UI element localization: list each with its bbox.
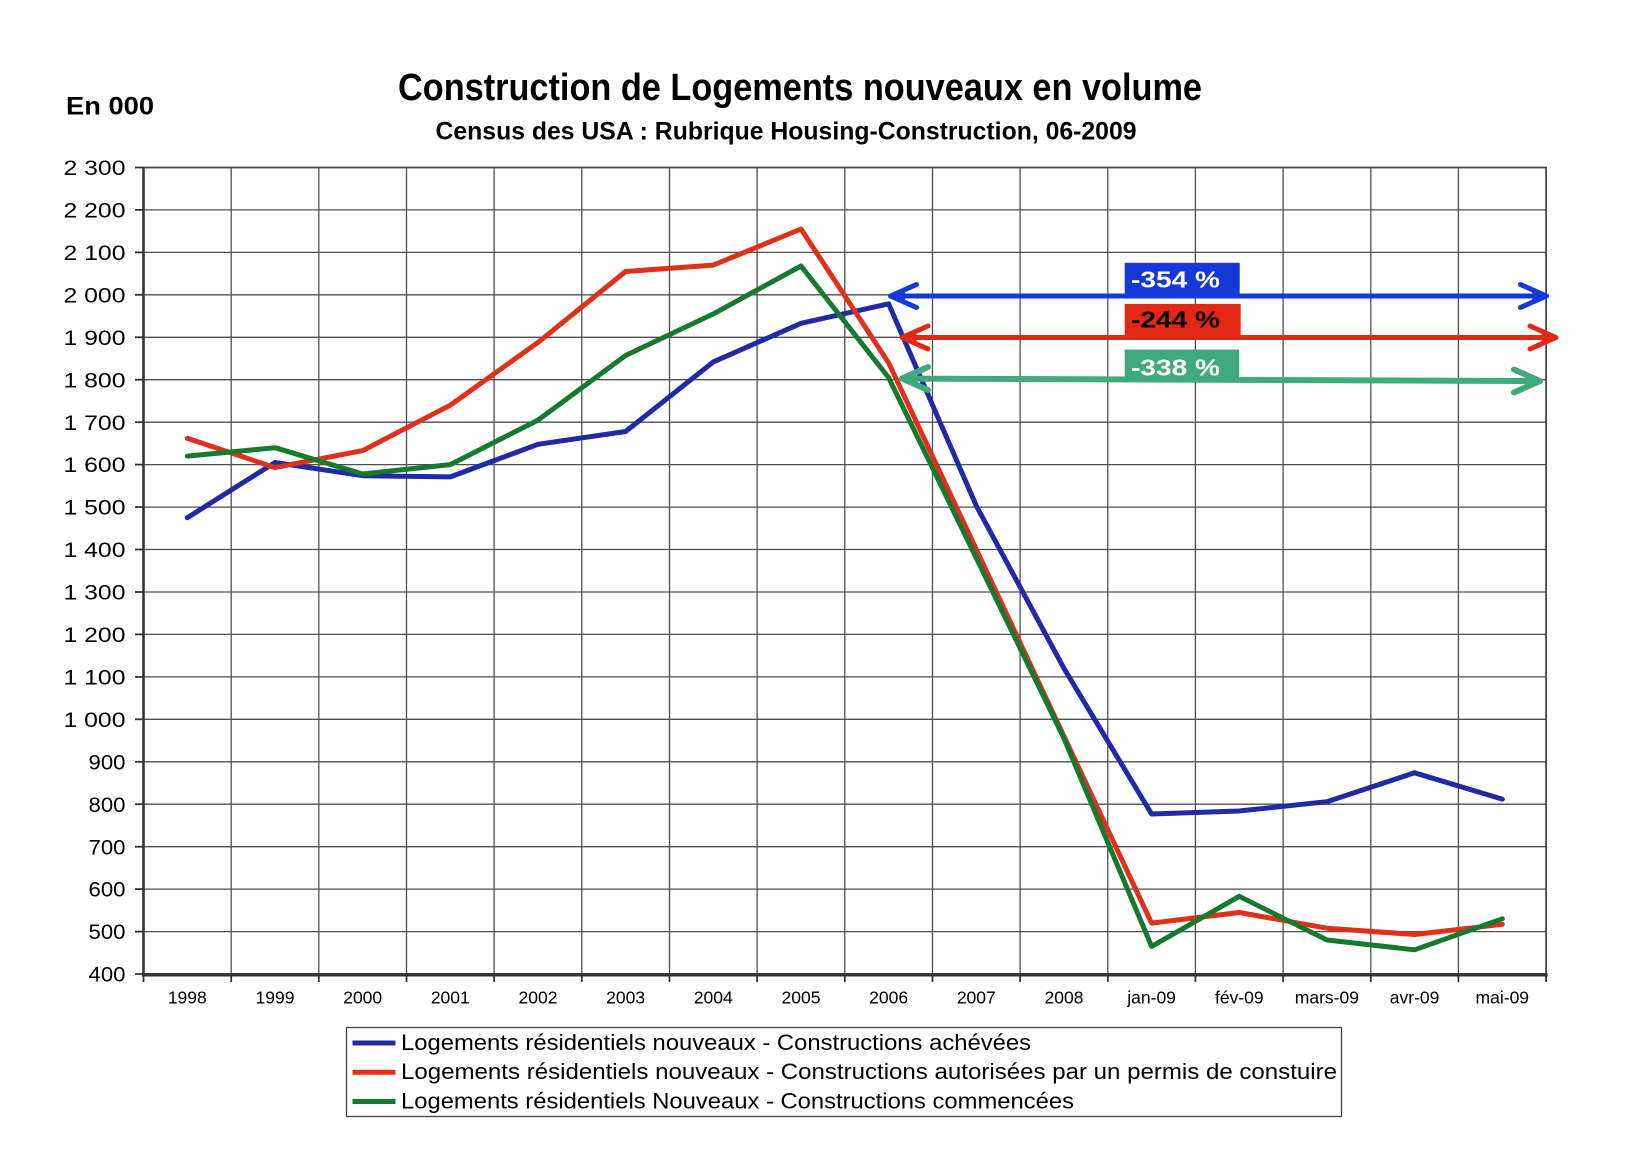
svg-text:2006: 2006: [869, 988, 908, 1008]
svg-text:jan-09: jan-09: [1126, 988, 1176, 1008]
svg-text:Logements résidentiels Nouveau: Logements résidentiels Nouveaux - Constr…: [401, 1088, 1074, 1113]
svg-text:500: 500: [89, 920, 126, 944]
svg-text:900: 900: [89, 750, 126, 774]
svg-text:1 000: 1 000: [64, 708, 126, 732]
svg-text:1998: 1998: [168, 988, 207, 1008]
svg-text:2 300: 2 300: [64, 156, 126, 180]
svg-text:mai-09: mai-09: [1476, 988, 1530, 1008]
svg-text:2001: 2001: [431, 988, 470, 1008]
svg-text:2004: 2004: [694, 988, 733, 1008]
svg-text:1 200: 1 200: [64, 623, 126, 647]
svg-text:Logements résidentiels nouveau: Logements résidentiels nouveaux - Constr…: [401, 1030, 1031, 1055]
svg-text:Logements résidentiels nouveau: Logements résidentiels nouveaux - Constr…: [401, 1059, 1337, 1084]
svg-text:2007: 2007: [957, 988, 996, 1008]
svg-text:En 000: En 000: [66, 93, 154, 121]
svg-text:1 700: 1 700: [64, 411, 126, 435]
svg-text:-338 %: -338 %: [1131, 355, 1220, 381]
svg-text:1 500: 1 500: [64, 496, 126, 520]
svg-text:1 300: 1 300: [64, 581, 126, 605]
svg-text:-244 %: -244 %: [1131, 307, 1220, 333]
svg-text:2000: 2000: [343, 988, 382, 1008]
svg-text:1 900: 1 900: [64, 326, 126, 350]
svg-text:700: 700: [89, 835, 126, 859]
svg-text:2005: 2005: [782, 988, 821, 1008]
svg-text:Construction de Logements nouv: Construction de Logements nouveaux en vo…: [398, 67, 1202, 109]
svg-text:2 000: 2 000: [64, 283, 126, 307]
svg-text:2 100: 2 100: [64, 241, 126, 265]
svg-text:2 200: 2 200: [64, 199, 126, 223]
svg-text:1 800: 1 800: [64, 368, 126, 392]
svg-text:avr-09: avr-09: [1390, 988, 1440, 1008]
svg-text:Census des USA : Rubrique Hous: Census des USA : Rubrique Housing-Constr…: [436, 118, 1137, 146]
svg-text:1999: 1999: [256, 988, 295, 1008]
svg-text:1 100: 1 100: [64, 666, 126, 690]
svg-text:1 400: 1 400: [64, 538, 126, 562]
svg-text:mars-09: mars-09: [1295, 988, 1359, 1008]
svg-text:2002: 2002: [519, 988, 558, 1008]
svg-text:400: 400: [89, 963, 126, 987]
svg-text:2008: 2008: [1045, 988, 1084, 1008]
svg-text:-354 %: -354 %: [1131, 267, 1220, 293]
svg-text:1 600: 1 600: [64, 453, 126, 477]
svg-text:2003: 2003: [606, 988, 645, 1008]
svg-text:fév-09: fév-09: [1215, 988, 1264, 1008]
svg-text:800: 800: [89, 793, 126, 817]
svg-text:600: 600: [89, 878, 126, 902]
